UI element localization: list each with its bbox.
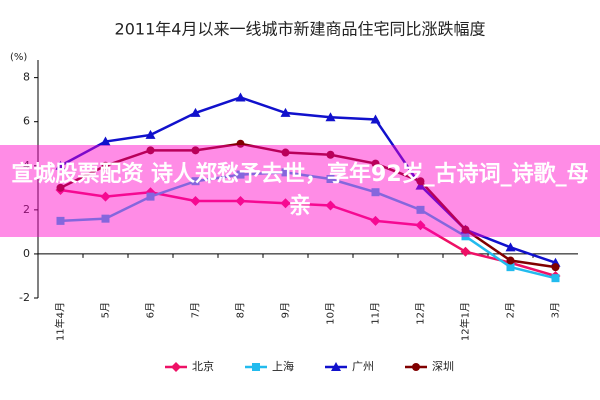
marker (55, 160, 66, 170)
series-line (59, 142, 556, 269)
marker (280, 107, 291, 117)
y-tick-label: 6 (23, 115, 30, 128)
marker (416, 205, 425, 214)
marker (280, 198, 291, 209)
marker (236, 139, 245, 148)
x-tick-label: 9月 (280, 302, 292, 318)
marker (235, 196, 246, 207)
marker (370, 114, 381, 124)
marker (190, 107, 201, 117)
chart-title: 2011年4月以来一线城市新建商品住宅同比涨跌幅度 (115, 20, 486, 39)
marker (506, 263, 515, 272)
marker (100, 136, 111, 146)
x-tick-label: 11月 (370, 302, 382, 325)
marker (191, 177, 200, 186)
marker (101, 161, 110, 170)
legend-label: 上海 (272, 359, 294, 373)
series-line (60, 188, 556, 278)
marker (416, 177, 425, 186)
marker (461, 232, 470, 241)
marker (415, 220, 426, 231)
marker (100, 191, 111, 202)
marker (505, 242, 516, 252)
y-tick-label: 8 (23, 71, 30, 84)
marker (370, 215, 381, 226)
marker (412, 363, 420, 371)
marker (190, 196, 201, 207)
x-tick-label: 6月 (145, 302, 157, 318)
legend-label: 北京 (192, 359, 214, 373)
marker (171, 362, 181, 372)
marker (281, 168, 290, 177)
marker (506, 256, 515, 265)
series-line (59, 96, 556, 264)
y-axis-label: (%) (10, 52, 27, 63)
marker (460, 246, 471, 257)
marker (281, 148, 290, 157)
x-tick-label: 5月 (100, 302, 112, 318)
marker (461, 225, 470, 234)
marker (551, 263, 560, 272)
marker (371, 188, 380, 197)
marker (236, 170, 245, 179)
marker (325, 112, 336, 122)
marker (101, 214, 110, 223)
x-tick-label: 11年4月 (54, 302, 67, 341)
x-tick-label: 2月 (505, 302, 517, 318)
x-tick-label: 8月 (235, 302, 247, 318)
y-tick-label: 2 (23, 203, 30, 216)
x-tick-label: 10月 (325, 302, 337, 325)
y-tick-label: 0 (23, 247, 30, 260)
x-tick-label: 12月 (415, 302, 427, 325)
x-tick-label: 3月 (550, 302, 562, 318)
x-tick-label: 12年1月 (459, 302, 472, 341)
marker (145, 129, 156, 139)
marker (56, 216, 65, 225)
overlay-banner: 宣城股票配资 诗人郑愁予去世，享年92岁_古诗词_诗歌_母亲 (0, 145, 600, 237)
y-tick-label: -2 (19, 291, 30, 304)
marker (326, 175, 335, 183)
marker (191, 146, 200, 155)
marker (371, 159, 380, 168)
marker (551, 274, 560, 283)
x-tick-label: 7月 (190, 302, 202, 318)
marker (331, 362, 341, 371)
legend-label: 深圳 (432, 360, 454, 373)
marker (56, 183, 65, 192)
marker (146, 192, 155, 201)
marker (252, 363, 260, 371)
legend-label: 广州 (352, 360, 374, 373)
marker (146, 146, 155, 155)
marker (326, 150, 335, 159)
marker (325, 200, 336, 211)
marker (235, 92, 246, 102)
series-line (60, 171, 556, 280)
y-tick-label: 4 (23, 159, 30, 172)
